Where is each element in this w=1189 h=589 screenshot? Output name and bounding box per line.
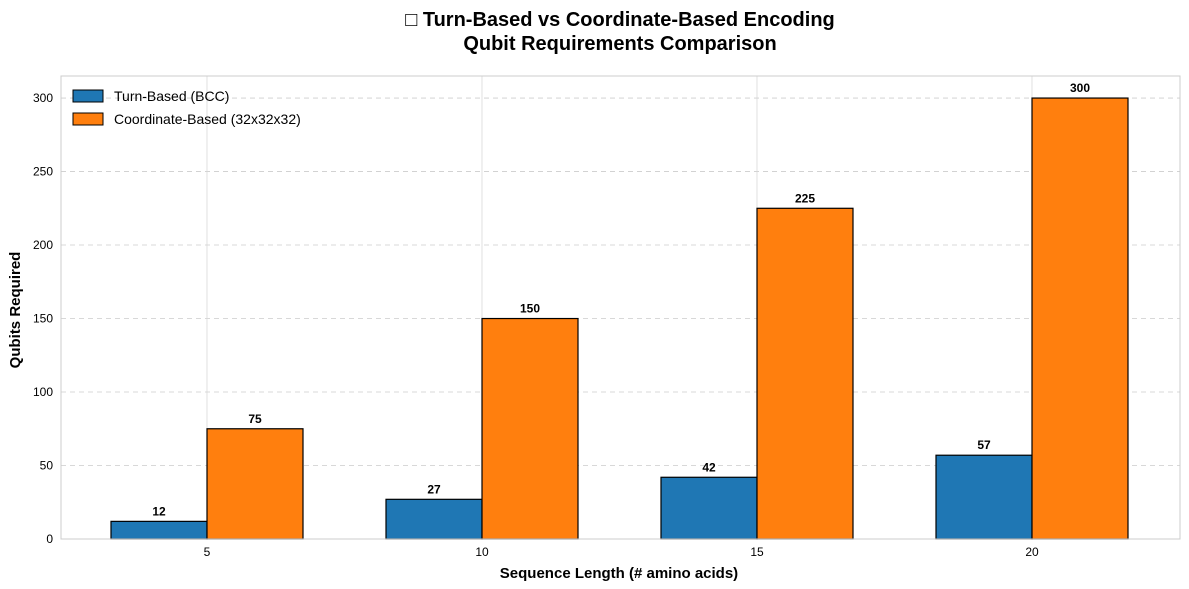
y-tick-label: 0 <box>46 532 53 546</box>
legend-swatch-turn-based <box>72 89 104 103</box>
legend-swatch-coordinate-based <box>72 112 104 126</box>
legend-label-coordinate-based: Coordinate-Based (32x32x32) <box>114 111 301 127</box>
data-label-turn-based: 42 <box>702 460 716 474</box>
legend: Turn-Based (BCC) Coordinate-Based (32x32… <box>72 88 301 127</box>
y-axis-label: Qubits Required <box>7 252 24 369</box>
chart-title-line-1: □ Turn-Based vs Coordinate-Based Encodin… <box>405 9 835 31</box>
data-labels-layer: 12 27 42 57 75 150 225 300 <box>152 81 1090 518</box>
y-tick-label: 100 <box>33 385 53 399</box>
x-tick-label: 20 <box>1025 545 1039 559</box>
y-tick-label: 300 <box>33 91 53 105</box>
bar-turn-based <box>110 520 208 540</box>
bar-coordinate-based <box>1031 97 1129 540</box>
plot-frame <box>60 75 1181 540</box>
x-tick-label: 5 <box>204 545 211 559</box>
data-label-coordinate-based: 300 <box>1070 81 1090 95</box>
bar-coordinate-based <box>481 317 579 540</box>
data-label-coordinate-based: 150 <box>520 302 540 316</box>
axes-layer: 0 50 100 150 200 250 300 5 10 15 20 <box>33 75 1181 559</box>
x-axis-label: Sequence Length (# amino acids) <box>500 565 738 582</box>
bar-turn-based <box>935 454 1033 540</box>
x-tick-label: 10 <box>475 545 489 559</box>
bar-coordinate-based <box>756 207 854 540</box>
chart-title-line-2: Qubit Requirements Comparison <box>463 33 776 55</box>
bar-turn-based <box>660 476 758 540</box>
data-label-turn-based: 57 <box>977 438 991 452</box>
y-tick-label: 200 <box>33 238 53 252</box>
y-tick-label: 50 <box>40 459 54 473</box>
data-label-coordinate-based: 75 <box>248 412 262 426</box>
y-tick-label: 250 <box>33 165 53 179</box>
data-label-coordinate-based: 225 <box>795 191 815 205</box>
data-label-turn-based: 12 <box>152 504 166 518</box>
bar-turn-based <box>385 498 483 540</box>
bars-layer <box>110 97 1129 540</box>
y-tick-label: 150 <box>33 312 53 326</box>
bar-coordinate-based <box>206 428 304 540</box>
legend-label-turn-based: Turn-Based (BCC) <box>114 88 229 104</box>
data-label-turn-based: 27 <box>427 482 441 496</box>
x-tick-label: 15 <box>750 545 764 559</box>
